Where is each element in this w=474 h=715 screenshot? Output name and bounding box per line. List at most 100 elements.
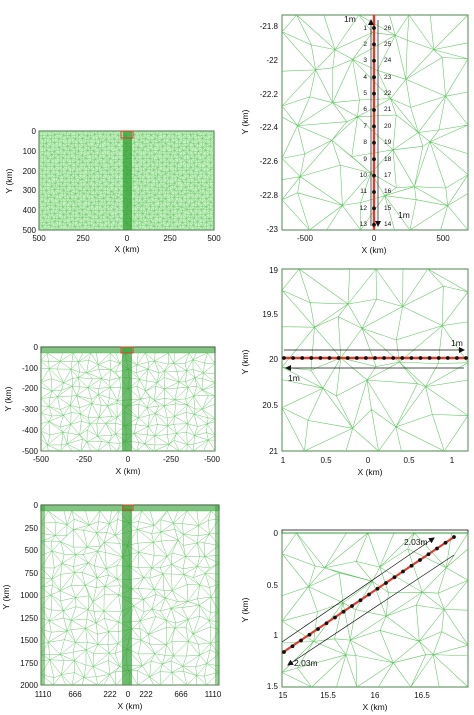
- panel-overview-inclined: 1110 666 222 0 222 666 1110 0 250 500 75…: [1, 501, 222, 711]
- x-tick-label: -250: [163, 455, 180, 464]
- y-ticks: 0 250 500 750 1000 1250 1500 1750 2000: [20, 501, 38, 690]
- well-node: [452, 535, 456, 539]
- well-node: [345, 356, 350, 360]
- y-tick-label: 100: [23, 147, 37, 156]
- well-node: [372, 157, 376, 162]
- well-node: [372, 58, 376, 63]
- left-refined-band: [41, 505, 45, 685]
- y-tick-label: 20: [269, 355, 278, 364]
- x-tick-label: 15: [279, 691, 288, 700]
- y-ticks: 0 -100 -200 -300 -400 -500: [22, 343, 39, 456]
- well-node: [372, 75, 376, 80]
- x-axis-label: X (km): [117, 701, 142, 711]
- top-refined-band: [41, 347, 215, 353]
- x-tick-label: 0.5: [320, 456, 332, 465]
- well-node: [445, 356, 450, 360]
- x-axis-label: X (km): [362, 702, 387, 712]
- y-tick-label: 1250: [20, 614, 38, 623]
- node-number: 13: [360, 221, 368, 228]
- well-nodes: [282, 356, 468, 360]
- well-node: [372, 222, 376, 227]
- x-tick-label: 0: [126, 455, 131, 464]
- well-nodes: [372, 26, 376, 227]
- node-number: 6: [363, 106, 367, 113]
- node-number: 11: [360, 188, 367, 195]
- x-axis-label: X (km): [361, 245, 386, 255]
- well-node: [300, 356, 305, 360]
- well-node: [401, 569, 405, 574]
- x-axis-label: X (km): [114, 244, 139, 254]
- x-tick-label: 15.5: [320, 691, 336, 700]
- refined-strip: [122, 505, 132, 685]
- x-tick-label: 222: [139, 690, 153, 699]
- zoom-box: [120, 346, 134, 354]
- mesh-path: [281, 14, 469, 231]
- y-tick-label: -22: [266, 56, 278, 65]
- x-tick-label: 1110: [35, 690, 52, 699]
- x-ticks: 1110 666 222 0 222 666 1110: [35, 690, 222, 699]
- well-node: [375, 586, 380, 591]
- well-node: [372, 108, 376, 112]
- x-tick-label: 222: [103, 690, 117, 699]
- node-number: 7: [363, 123, 367, 130]
- node-number: 17: [384, 172, 392, 179]
- y-tick-label: -22.8: [260, 191, 279, 200]
- x-ticks: -500 -250 0 -250 -500: [33, 455, 221, 464]
- well-node: [299, 638, 303, 643]
- annotation-arrow-bottom: [287, 554, 455, 666]
- well-node: [418, 558, 422, 562]
- well-node: [307, 632, 312, 637]
- node-number: 25: [384, 41, 392, 48]
- well-node: [382, 356, 386, 360]
- annotation-arrow-top: [281, 537, 435, 643]
- node-number: 5: [363, 90, 367, 97]
- well-node: [427, 356, 432, 360]
- y-axis-label: Y (km): [3, 386, 13, 411]
- x-tick-label: 0.5: [403, 456, 415, 465]
- well-node: [409, 356, 414, 360]
- x-tick-label: 250: [76, 234, 90, 243]
- x-tick-label: 16.5: [414, 691, 430, 700]
- y-tick-label: -200: [22, 384, 39, 393]
- y-tick-label: -22.2: [260, 90, 279, 99]
- x-tick-label: 500: [32, 234, 46, 243]
- well-node: [384, 581, 388, 585]
- x-tick-label: 0: [366, 456, 371, 465]
- well-node: [464, 356, 468, 360]
- y-tick-label: 1500: [20, 636, 38, 645]
- annotation-length-bottom: 2.03m: [294, 658, 318, 668]
- y-tick-label: -21.8: [260, 22, 279, 31]
- node-number: 10: [360, 172, 368, 179]
- well-node: [409, 563, 414, 568]
- x-tick-label: 1: [281, 456, 286, 465]
- node-number: 23: [384, 74, 392, 81]
- mesh-lines: [281, 268, 469, 452]
- y-tick-label: 1.5: [267, 682, 279, 691]
- y-tick-label: 1750: [20, 659, 38, 668]
- y-tick-label: 500: [23, 226, 37, 235]
- panel-inclined-well: 2.03m 2.03m 15 15.5 16 16.5 0 0.5 1 1.5 …: [240, 529, 469, 712]
- well-node: [426, 552, 431, 557]
- y-tick-label: 250: [25, 524, 39, 533]
- well-node: [372, 140, 376, 145]
- well-node: [443, 540, 448, 545]
- panel-overview-vertical: 500 250 0 250 500 0 100 200 300 400 500 …: [4, 127, 221, 254]
- well-node: [364, 356, 368, 360]
- plot-area: [281, 268, 469, 452]
- node-number: 16: [384, 188, 392, 195]
- node-number: 15: [384, 205, 392, 212]
- well-node: [336, 356, 341, 360]
- y-tick-label: -400: [22, 426, 39, 435]
- y-tick-label: 500: [25, 546, 39, 555]
- y-tick-label: 200: [23, 167, 37, 176]
- annotation-length-bottom: 1m: [288, 373, 300, 383]
- mesh-lines: [281, 14, 469, 231]
- y-tick-label: 1000: [20, 591, 38, 600]
- annotation-length-top: 2.03m: [404, 537, 428, 547]
- y-ticks: 0 100 200 300 400 500: [23, 127, 37, 235]
- x-tick-label: 1: [450, 456, 455, 465]
- x-tick-label: 500: [436, 234, 450, 243]
- y-tick-label: 750: [25, 569, 39, 578]
- y-ticks: -21.8 -22 -22.2 -22.4 -22.6 -22.8 -23: [260, 22, 279, 234]
